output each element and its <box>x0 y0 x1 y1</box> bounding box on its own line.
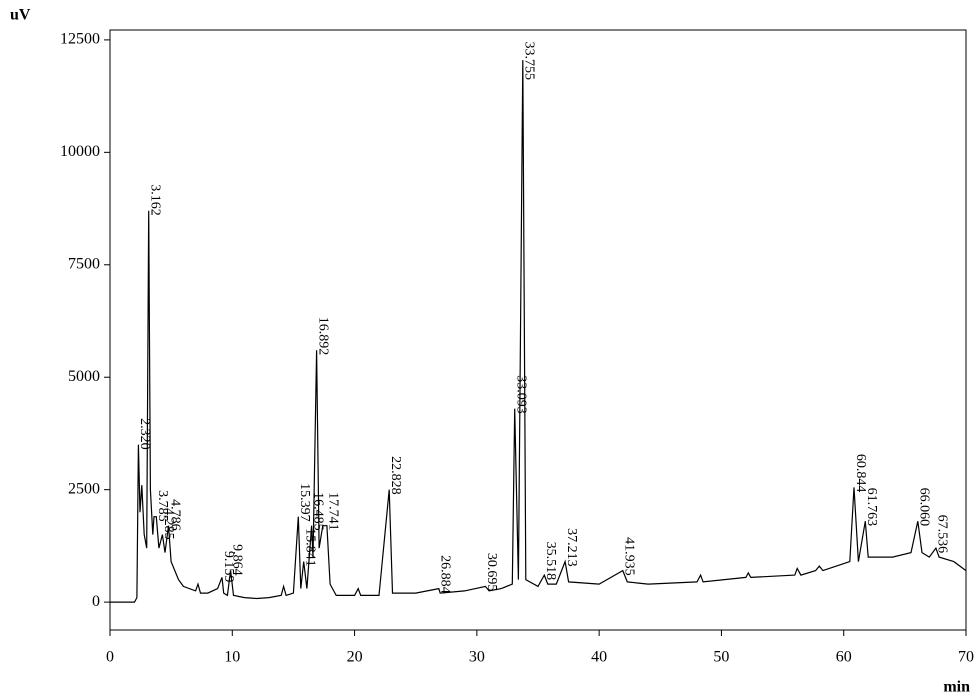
x-tick-label: 40 <box>591 649 607 666</box>
y-tick-label: 2500 <box>68 480 100 497</box>
peak-label: 9.864 <box>229 544 244 576</box>
peak-label: 30.695 <box>484 553 499 592</box>
x-tick-label: 10 <box>224 649 240 666</box>
peak-label: 22.828 <box>388 456 403 495</box>
peak-label: 41.935 <box>622 537 637 576</box>
x-axis-label: min <box>943 679 970 696</box>
x-tick-label: 0 <box>106 649 114 666</box>
peak-label: 61.763 <box>864 488 879 527</box>
peak-label: 26.884 <box>438 555 453 594</box>
x-tick-label: 60 <box>836 649 852 666</box>
peak-label: 17.741 <box>326 492 341 531</box>
chart: uV min 0 2500 5000 7500 10000 12500 0 10 20 30 40 5… <box>0 0 980 698</box>
peak-label: 37.213 <box>564 528 579 567</box>
peak-label: 33.755 <box>522 42 537 81</box>
peak-label: 3.162 <box>147 184 162 216</box>
peak-label: 2.320 <box>137 418 152 450</box>
x-tick-label: 30 <box>469 649 485 666</box>
x-tick-label: 50 <box>713 649 729 666</box>
y-axis-label: uV <box>10 7 31 24</box>
peak-label: 16.485 <box>310 492 325 531</box>
y-tick-label: 0 <box>92 593 100 610</box>
x-tick-label: 70 <box>958 649 974 666</box>
peak-label: 16.892 <box>315 317 330 356</box>
peak-label: 67.536 <box>935 515 950 554</box>
y-tick-label: 10000 <box>60 143 100 160</box>
peak-label: 33.093 <box>513 375 528 414</box>
trace <box>110 60 966 602</box>
peak-label: 35.518 <box>543 542 558 581</box>
peak-label: 15.841 <box>302 528 317 567</box>
peak-label: 66.060 <box>917 488 932 527</box>
peak-label: 4.786 <box>167 499 182 531</box>
peak-label: 60.844 <box>853 454 868 493</box>
y-tick-label: 12500 <box>60 31 100 48</box>
y-tick-label: 7500 <box>68 255 100 272</box>
plot-frame <box>110 30 966 630</box>
y-tick-label: 5000 <box>68 368 100 385</box>
x-tick-label: 20 <box>347 649 363 666</box>
peak-label: 15.397 <box>297 483 312 522</box>
